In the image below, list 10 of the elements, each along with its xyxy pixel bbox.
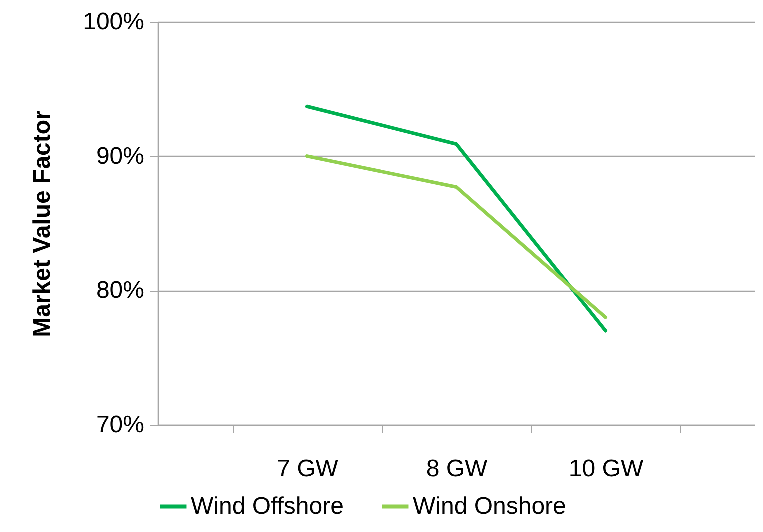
y-tick-label: 70% [96,412,144,438]
y-tick-label: 100% [83,8,144,36]
x-tick-label: 7 GW [277,456,339,482]
y-tick-label: 90% [96,142,144,170]
legend-label: Wind Onshore [413,492,566,520]
x-tick-label: 8 GW [426,456,488,482]
y-tick-label: 80% [96,277,144,304]
x-tick-label: 10 GW [568,456,644,482]
legend-label: Wind Offshore [191,492,344,520]
y-axis-title: Market Value Factor [29,110,56,338]
